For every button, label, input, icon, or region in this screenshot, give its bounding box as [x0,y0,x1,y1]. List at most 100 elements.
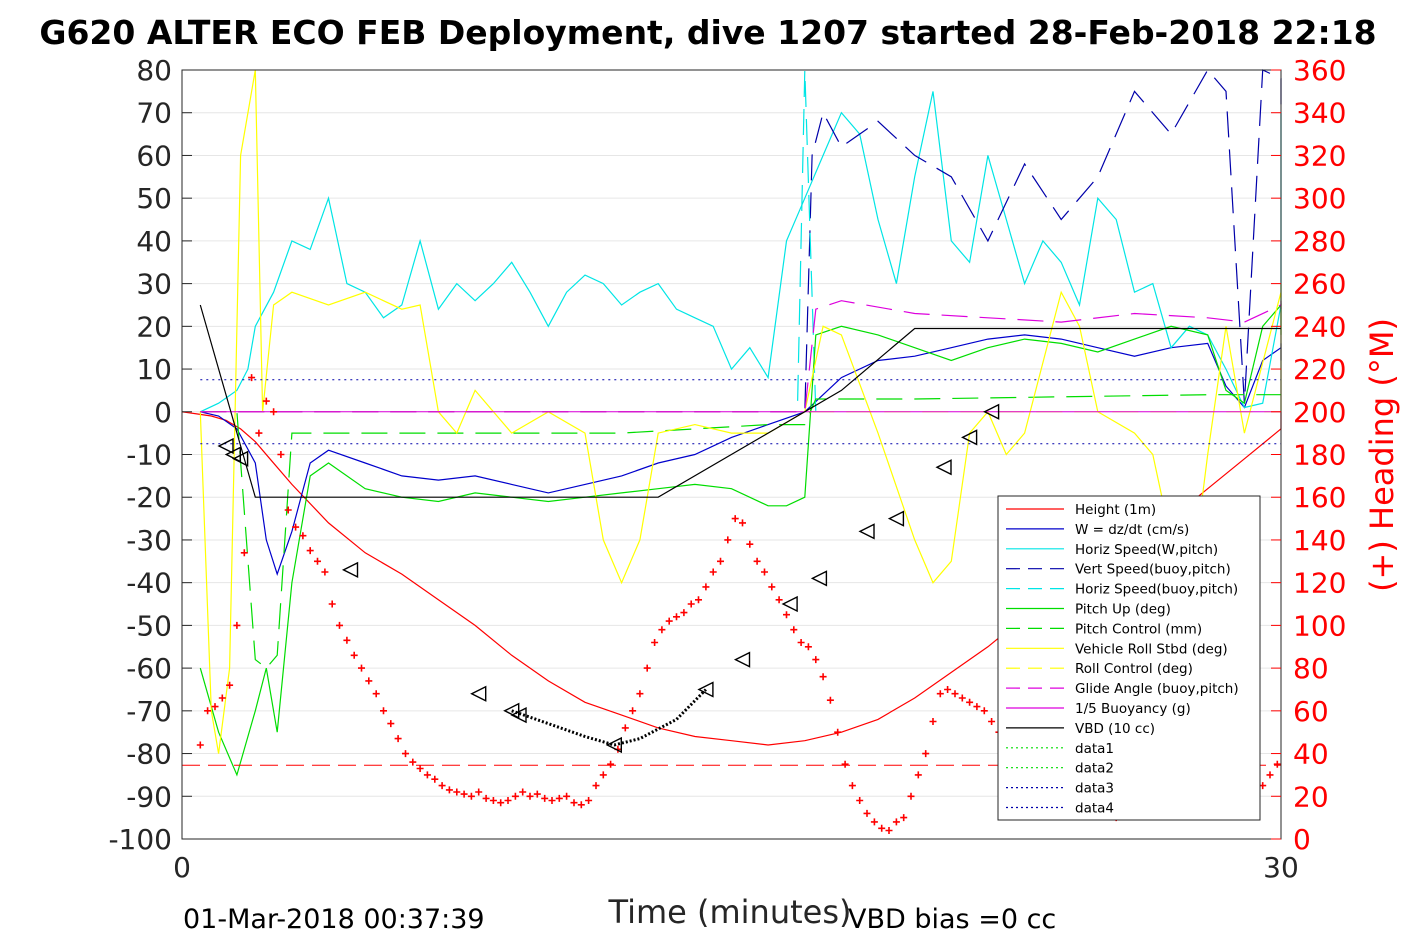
triangle-marker [887,510,905,527]
y-tick-label-right: 260 [1293,268,1346,301]
series-line [199,303,1282,777]
y-tick-label-left: 30 [136,268,172,301]
heading-point [350,651,358,659]
heading-point [643,664,651,672]
legend-entry: Vert Speed(buoy,pitch) [1075,562,1231,578]
heading-point [358,664,365,672]
heading-point [321,568,329,576]
heading-point [944,686,952,693]
triangle-marker [341,561,359,579]
heading-point [936,690,944,698]
heading-point [599,771,607,779]
heading-point [621,724,629,732]
triangle-marker [503,702,520,719]
heading-point [636,690,644,698]
legend-entry: Glide Angle (buoy,pitch) [1075,681,1239,697]
heading-point [563,792,571,800]
legend-entry: Horiz Speed(W,pitch) [1075,542,1218,558]
triangle-marker [935,459,952,476]
y-tick-label-right: 60 [1293,695,1329,728]
heading-point [497,799,505,807]
y-tick-label-left: -60 [126,652,172,685]
y-tick-label-right: 280 [1293,225,1346,258]
heading-point [761,568,768,576]
legend-entry: Horiz Speed(buoy,pitch) [1075,582,1238,598]
heading-point [336,621,343,629]
heading-point [709,568,717,576]
heading-point [248,374,256,382]
heading-point [746,540,754,548]
y-tick-label-left: 50 [136,182,172,215]
heading-point [753,557,761,565]
heading-point [328,600,336,608]
y-tick-label-left: -50 [126,609,172,642]
heading-point [343,636,351,644]
triangle-marker [217,437,234,455]
heading-point [372,690,380,698]
y-tick-label-left: 10 [136,353,172,386]
heading-point [394,735,402,743]
heading-point [768,583,776,591]
heading-point [577,801,585,809]
y-tick-label-left: -30 [126,524,172,557]
heading-point [607,760,615,768]
y-tick-label-right: 360 [1293,54,1346,87]
heading-point [922,750,930,758]
heading-point [431,775,439,783]
y-tick-label-right: 40 [1293,738,1329,771]
right-axis-label: (+) Heading (°M) [1363,318,1401,592]
triangle-marker [810,570,828,587]
heading-point [409,758,417,766]
heading-point [834,728,842,736]
heading-point [907,792,915,800]
heading-point [826,696,834,704]
legend-entry: 1/5 Buoyancy (g) [1075,701,1191,717]
heading-point [841,760,849,768]
heading-point [797,639,805,646]
heading-point [438,782,446,790]
triangle-marker [983,403,1000,420]
heading-point [717,557,724,565]
heading-point [416,765,424,772]
y-tick-label-left: 20 [136,310,172,343]
heading-point [482,794,490,802]
chart-title: G620 ALTER ECO FEB Deployment, dive 1207… [39,13,1376,52]
triangle-marker [733,651,751,668]
y-tick-label-right: 160 [1293,481,1346,514]
y-tick-label-right: 140 [1293,524,1346,557]
triangle-marker [470,685,487,702]
legend-entry: data2 [1075,761,1114,777]
heading-point [863,809,871,817]
heading-point [695,596,702,604]
heading-point [541,794,549,802]
y-tick-label-right: 0 [1293,823,1311,856]
y-tick-label-right: 100 [1293,609,1346,642]
axes: 80706050403020100-10-20-30-40-50-60-70-8… [108,54,1346,884]
heading-point [673,613,680,621]
heading-point [680,609,688,617]
y-tick-label-right: 340 [1293,97,1346,130]
y-tick-label-left: -10 [126,439,172,472]
y-tick-label-left: -20 [126,481,172,514]
footer-vbd-bias: VBD bias =0 cc [848,904,1056,935]
legend-entry: data4 [1075,801,1114,817]
heading-point [218,694,226,702]
y-tick-label-left: 80 [136,54,172,87]
legend-box [997,495,1261,821]
legend-entry: data1 [1075,741,1114,757]
heading-point [453,788,461,796]
heading-point [951,690,959,698]
heading-point [885,827,893,834]
heading-point [658,626,666,634]
heading-point [533,790,541,798]
legend-entry: Pitch Control (mm) [1075,621,1202,637]
legend-entry: Roll Control (deg) [1075,661,1193,677]
heading-point [739,519,746,527]
heading-point [270,408,278,416]
triangle-marker [510,706,527,724]
heading-point [804,643,812,651]
heading-point [966,698,974,706]
heading-point [585,797,593,804]
series-line [200,68,1282,413]
